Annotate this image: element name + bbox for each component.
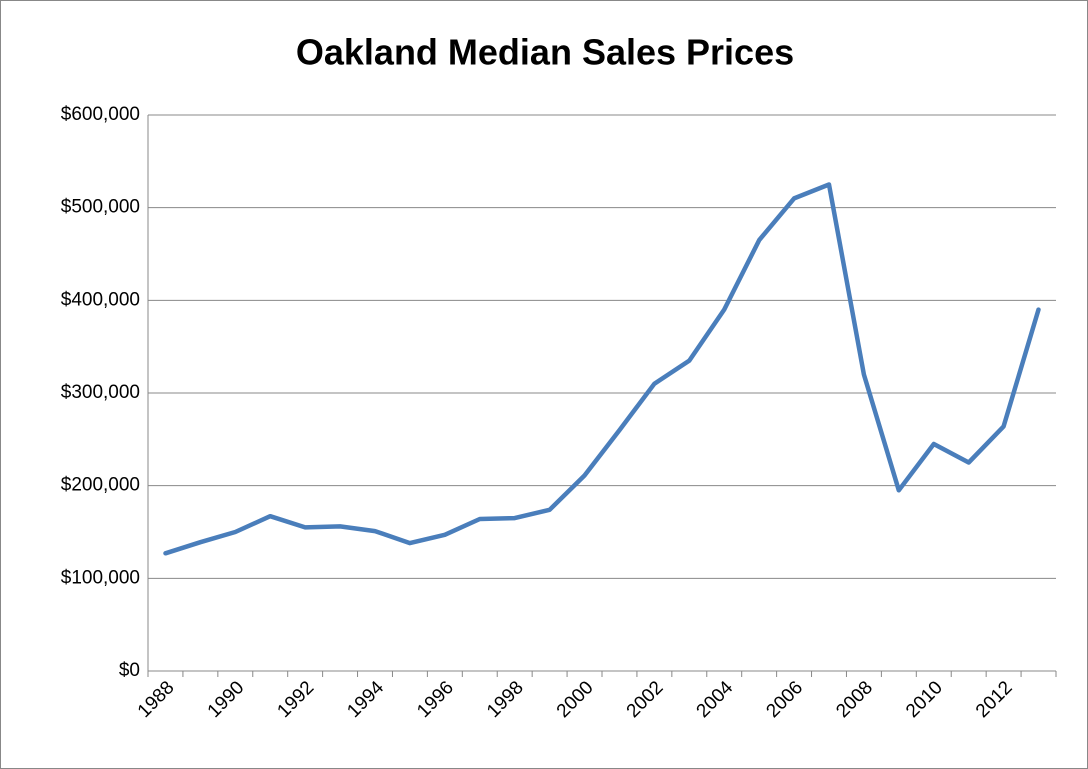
chart-title: Oakland Median Sales Prices <box>296 32 794 73</box>
data-line <box>163 182 1041 556</box>
y-tick-label: $500,000 <box>61 197 140 218</box>
y-tick-label: $100,000 <box>61 567 140 588</box>
y-tick-label: $0 <box>119 660 140 681</box>
y-tick-label: $600,000 <box>61 104 140 125</box>
y-tick-label: $400,000 <box>61 289 140 310</box>
y-tick-label: $200,000 <box>61 475 140 496</box>
y-tick-label: $300,000 <box>61 382 140 403</box>
